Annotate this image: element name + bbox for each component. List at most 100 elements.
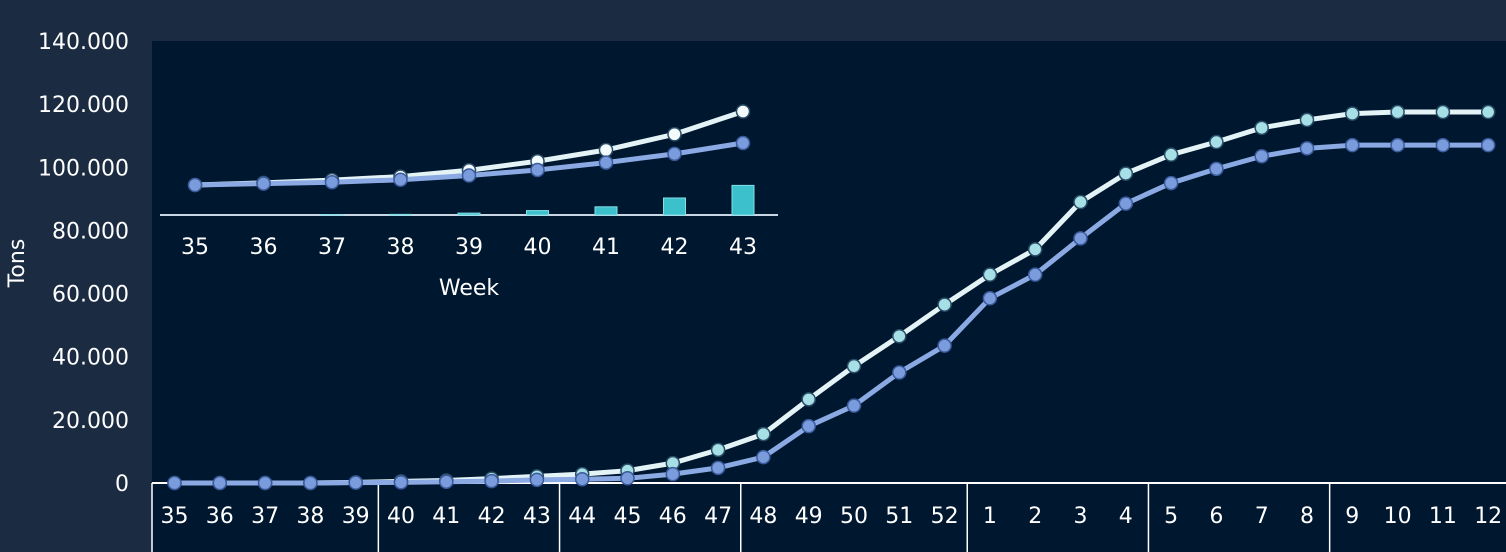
y-axis: 0 20.000 40.000 60.000 80.000 100.000 120.000 1… — [38, 30, 129, 497]
series-2-point — [756, 449, 771, 465]
x-tick-label: 8 — [1300, 504, 1314, 529]
inset-series-2-point — [598, 155, 614, 170]
x-tick-label: 43 — [523, 504, 551, 529]
inset-series-1-point — [667, 127, 682, 142]
series-2-point — [982, 291, 998, 306]
inset-series-2-point — [530, 162, 545, 178]
x-axis: 35 36 37 38 39 40 41 42 43 44 45 46 47 48 49 50 51 52 1 2 3 4… — [151, 482, 1506, 552]
series-2-point — [1073, 231, 1088, 246]
series-1-point — [1027, 242, 1043, 257]
inset-bar — [389, 213, 412, 216]
series-2-point — [710, 460, 726, 476]
series-2-point — [257, 475, 273, 491]
series-2-point — [393, 475, 409, 490]
series-2-point — [212, 475, 228, 491]
series-2-point — [484, 473, 499, 489]
inset-series-1-point — [598, 142, 614, 158]
series-2-point — [1027, 267, 1043, 282]
x-tick-label: 45 — [614, 504, 642, 529]
series-2-point — [1390, 137, 1405, 153]
x-tick-label: 47 — [704, 504, 732, 529]
x-tick-label: 48 — [749, 504, 777, 529]
y-tick-label: 140.000 — [38, 30, 129, 55]
x-tick-label: 51 — [885, 504, 913, 529]
series-2-point — [1435, 137, 1451, 153]
y-tick-label: 60.000 — [52, 283, 129, 308]
x-tick-label: 36 — [206, 504, 234, 529]
inset-x-tick-label: 40 — [524, 235, 552, 260]
x-tick-label: 41 — [432, 504, 460, 529]
inset-x-tick-label: 38 — [387, 235, 415, 260]
series-1-point — [801, 392, 816, 407]
series-2-point — [1345, 137, 1360, 153]
x-tick-label: 35 — [161, 504, 189, 529]
x-tick-label: 12 — [1474, 504, 1502, 529]
series-2-point — [1299, 141, 1315, 156]
inset-bar — [731, 184, 755, 216]
series-2-point — [665, 466, 681, 482]
series-1-point — [1435, 104, 1451, 120]
series-1-point — [1163, 147, 1179, 162]
x-tick-label: 3 — [1074, 504, 1088, 529]
inset-series-2-point — [461, 168, 477, 183]
inset-x-tick-label: 37 — [318, 235, 346, 260]
series-2-point — [846, 398, 862, 413]
inset-series-2-point — [256, 176, 271, 191]
y-tick-label: 100.000 — [38, 156, 129, 181]
x-tick-label: 38 — [296, 504, 324, 529]
series-1-point — [937, 297, 952, 312]
x-tick-label: 6 — [1209, 504, 1223, 529]
y-tick-label: 20.000 — [52, 409, 129, 434]
x-tick-label: 11 — [1429, 504, 1457, 529]
inset-x-tick-label: 36 — [250, 235, 278, 260]
inset-x-tick-label: 43 — [729, 235, 757, 260]
series-2-point — [529, 472, 545, 488]
inset-series-2-point — [735, 135, 751, 151]
series-2-line — [174, 142, 1489, 486]
series-1-point — [1345, 106, 1360, 121]
series-1-point — [1073, 194, 1088, 210]
x-tick-label: 52 — [931, 504, 959, 529]
x-tick-label: 49 — [795, 504, 823, 529]
series-2-point — [801, 418, 816, 434]
inset-x-tick-label: 42 — [661, 235, 689, 260]
series-1-point — [982, 267, 998, 282]
inset-chart: 35 36 37 38 39 40 41 42 43 Week — [160, 104, 778, 301]
series-1-point — [1299, 112, 1315, 128]
series-1-point — [1480, 104, 1496, 120]
inset-x-axis: 35 36 37 38 39 40 41 42 43 — [181, 235, 757, 260]
main-series-layer — [167, 104, 1496, 491]
x-tick-label: 37 — [251, 504, 279, 529]
x-tick-label: 2 — [1028, 504, 1042, 529]
x-tick-label: 4 — [1119, 504, 1133, 529]
x-tick-label: 44 — [568, 504, 596, 529]
series-1-point — [846, 358, 862, 374]
x-tick-label: 39 — [342, 504, 370, 529]
inset-bar — [594, 206, 618, 216]
series-1-point — [1390, 104, 1405, 120]
series-2-point — [439, 474, 454, 489]
inset-series-2-point — [667, 146, 682, 162]
series-2-point — [303, 475, 318, 491]
series-1-point — [756, 426, 771, 442]
inset-series-1-point — [735, 104, 751, 119]
series-2-point — [892, 365, 907, 380]
y-axis-title: Tons — [5, 239, 30, 289]
inset-series-2-point — [324, 174, 340, 190]
inset-x-axis-title: Week — [439, 276, 500, 301]
x-tick-label: 42 — [478, 504, 506, 529]
inset-bar — [663, 197, 686, 216]
series-1-point — [892, 328, 907, 344]
series-1-point — [1209, 134, 1224, 150]
series-1-point — [710, 442, 726, 458]
x-tick-label: 10 — [1384, 504, 1412, 529]
series-2-point — [167, 475, 182, 491]
inset-series-layer — [187, 104, 751, 193]
x-tick-label: 40 — [387, 504, 415, 529]
series-1-point — [1118, 166, 1134, 181]
series-2-point — [1254, 148, 1269, 164]
x-tick-label: 7 — [1255, 504, 1269, 529]
series-2-point — [1209, 161, 1224, 177]
inset-bar-layer — [320, 184, 755, 216]
